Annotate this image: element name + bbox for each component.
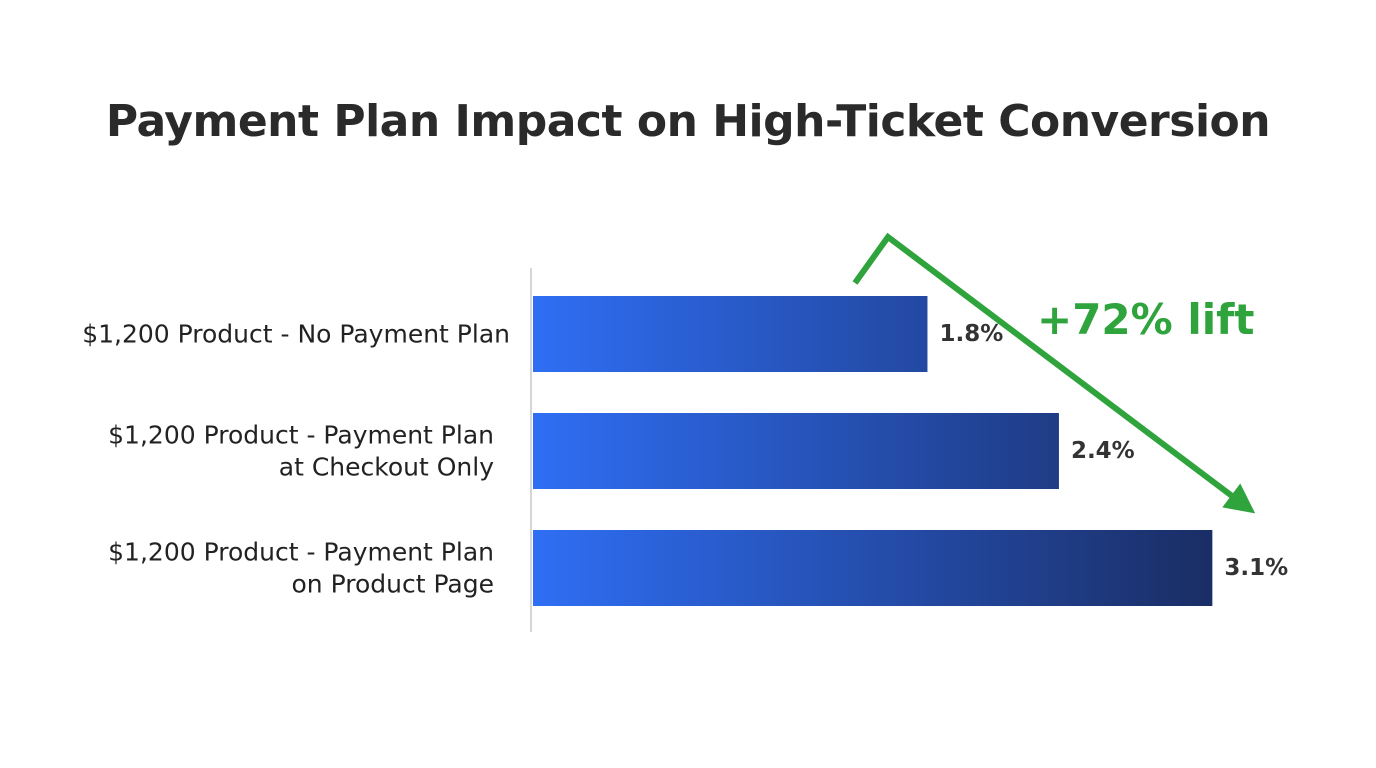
lift-annotation: +72% lift (1037, 295, 1255, 344)
bar-value-label: 2.4% (1071, 438, 1135, 464)
bar (533, 413, 1059, 489)
bar (533, 296, 928, 372)
category-label: $1,200 Product - Payment Plan (108, 538, 494, 567)
bar-value-label: 1.8% (939, 321, 1003, 347)
lift-arrow (852, 232, 1256, 514)
category-label: on Product Page (292, 570, 494, 599)
bar (533, 530, 1213, 606)
chart-title: Payment Plan Impact on High-Ticket Conve… (105, 96, 1271, 147)
bar-value-label: 3.1% (1224, 555, 1288, 581)
category-label: $1,200 Product - No Payment Plan (82, 320, 510, 349)
category-label: at Checkout Only (279, 453, 494, 482)
category-label: $1,200 Product - Payment Plan (108, 421, 494, 450)
